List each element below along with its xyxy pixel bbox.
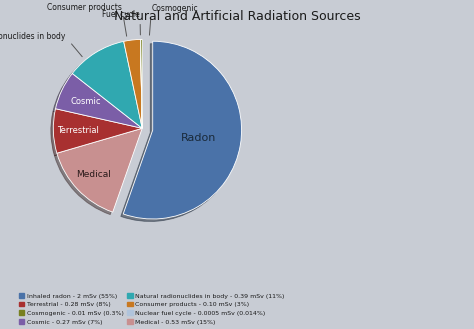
Wedge shape [124, 39, 142, 128]
Wedge shape [57, 128, 142, 212]
Text: Radionuclides in body: Radionuclides in body [0, 32, 65, 41]
Wedge shape [55, 73, 142, 128]
Wedge shape [123, 41, 242, 219]
Text: Medical: Medical [76, 170, 111, 179]
Text: Terrestrial: Terrestrial [57, 126, 99, 135]
Wedge shape [140, 39, 142, 128]
Text: Cosmogenic: Cosmogenic [152, 4, 198, 13]
Wedge shape [54, 109, 142, 153]
Text: Cosmic: Cosmic [71, 97, 101, 106]
Legend: Inhaled radon - 2 mSv (55%), Terrestrial - 0.28 mSv (8%), Cosmogenic - 0.01 mSv : Inhaled radon - 2 mSv (55%), Terrestrial… [18, 292, 286, 326]
Text: Radon: Radon [181, 133, 216, 143]
Wedge shape [72, 41, 142, 128]
Text: Natural and Artificial Radiation Sources: Natural and Artificial Radiation Sources [114, 10, 360, 23]
Text: Consumer products: Consumer products [47, 3, 122, 12]
Wedge shape [140, 39, 142, 128]
Text: Fuel cycle: Fuel cycle [102, 10, 140, 19]
